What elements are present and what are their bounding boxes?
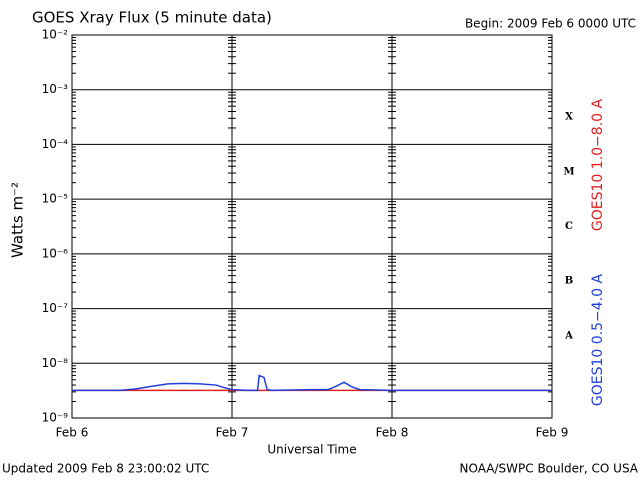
y-tick-label: 10⁻⁵ (42, 192, 69, 206)
y-axis-label: Watts m⁻² (9, 182, 27, 258)
flare-class-label: B (565, 276, 573, 287)
x-tick-label: Feb 9 (536, 426, 569, 440)
plot-frame (71, 34, 553, 419)
y-tick-label: 10⁻⁶ (42, 246, 69, 260)
footer-right: NOAA/SWPC Boulder, CO USA (460, 462, 639, 476)
y-tick-label: 10⁻⁴ (42, 137, 69, 151)
y-tick-label: 10⁻³ (42, 82, 69, 96)
legend-entry: GOES10 1.0−8.0 A (590, 99, 606, 232)
footer-left: Updated 2009 Feb 8 23:00:02 UTC (2, 462, 209, 476)
y-tick-label: 10⁻⁷ (42, 301, 69, 315)
x-tick-label: Feb 6 (56, 426, 89, 440)
flare-class-label: A (564, 330, 573, 341)
y-tick-label: 10⁻² (42, 28, 69, 42)
flare-class-label: C (565, 221, 573, 232)
flare-class-label: X (565, 112, 573, 123)
y-tick-label: 10⁻⁸ (42, 356, 69, 370)
legend-entry: GOES10 0.5−4.0 A (590, 274, 606, 407)
x-axis-label: Universal Time (267, 443, 356, 457)
x-tick-label: Feb 8 (376, 426, 409, 440)
y-tick-label: 10⁻⁹ (42, 411, 69, 425)
chart-title: GOES Xray Flux (5 minute data) (32, 9, 272, 27)
series-line (72, 374, 552, 392)
x-tick-label: Feb 7 (216, 426, 249, 440)
chart-subtitle: Begin: 2009 Feb 6 0000 UTC (465, 17, 636, 31)
flare-class-label: M (563, 166, 574, 177)
